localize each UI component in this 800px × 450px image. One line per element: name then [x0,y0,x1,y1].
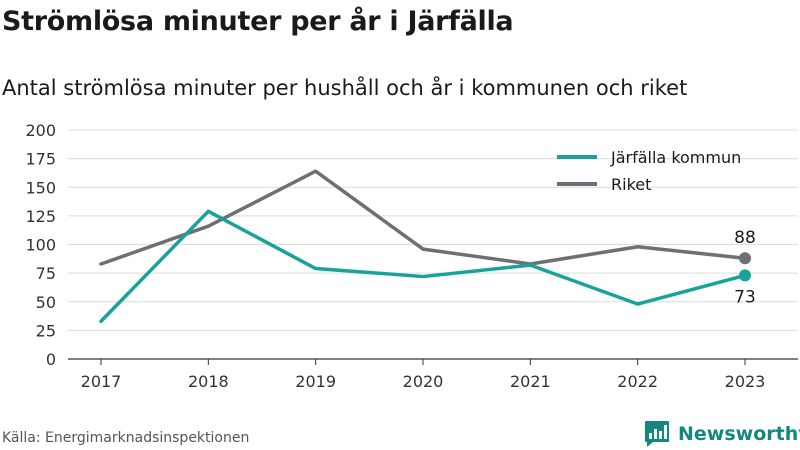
legend: Järfälla kommun Riket [557,148,741,194]
y-tick-label: 200 [25,121,56,140]
x-tick-label: 2023 [725,372,766,391]
legend-label: Riket [611,175,651,194]
source-note: Källa: Energimarknadsinspektionen [2,430,250,446]
x-tick-label: 2017 [81,372,122,391]
chart-subtitle: Antal strömlösa minuter per hushåll och … [2,76,688,100]
brand-logo[interactable]: Newsworthy [644,420,800,448]
line-chart: 0 25 50 75 100 125 150 175 200 2017 2018 2019 2020 20… [25,121,798,391]
y-tick-label: 150 [25,178,56,197]
y-tick-label: 100 [25,236,56,255]
x-tick-label: 2022 [617,372,658,391]
gridlines [68,129,798,331]
series-line-jarfalla [99,209,747,323]
x-tick-label: 2019 [295,372,336,391]
y-tick-label: 75 [36,264,56,283]
data-point-jarfalla [739,269,751,282]
y-tick-label: 50 [36,293,56,312]
chart-title: Strömlösa minuter per år i Järfälla [2,6,514,37]
series: 88 73 [99,169,756,323]
y-tick-label: 125 [25,207,56,226]
x-tick-label: 2020 [403,372,444,391]
x-tick-label: 2021 [510,372,551,391]
newsworthy-logo-icon [645,421,669,447]
end-value-label: 88 [734,228,756,248]
end-value-label: 73 [734,287,756,307]
legend-label: Järfälla kommun [610,148,741,167]
x-tick-label: 2018 [188,372,229,391]
series-line-riket [99,169,747,266]
y-tick-label: 25 [36,321,56,340]
brand-name: Newsworthy [678,423,800,445]
axes: 0 25 50 75 100 125 150 175 200 2017 2018 2019 2020 20… [25,121,798,391]
data-point-riket [739,252,751,265]
y-tick-label: 0 [46,350,56,369]
y-tick-label: 175 [25,150,56,169]
